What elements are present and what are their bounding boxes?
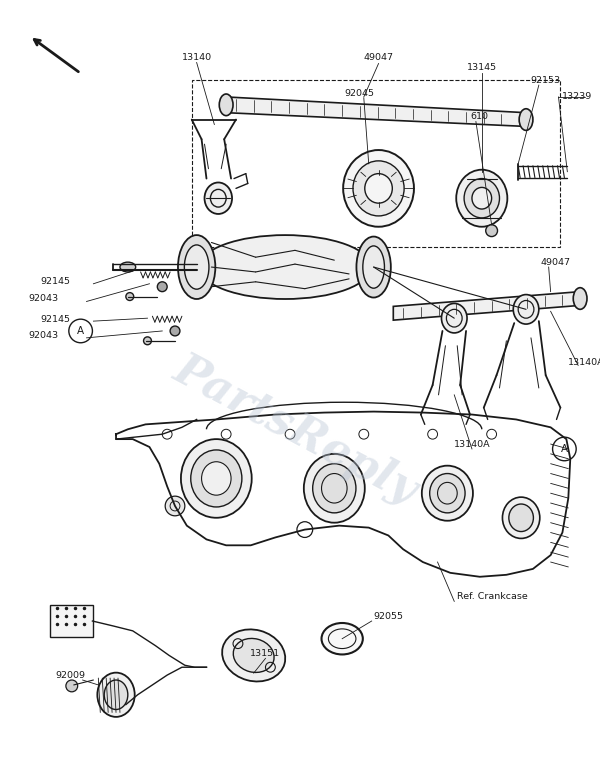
Ellipse shape [519,109,533,130]
Text: 49047: 49047 [364,53,394,62]
Text: A: A [561,444,568,454]
Ellipse shape [178,235,215,299]
Text: PartsReply: PartsReply [166,347,424,512]
Text: A: A [77,326,84,336]
Ellipse shape [181,439,252,518]
Ellipse shape [202,462,231,495]
Ellipse shape [573,288,587,309]
FancyBboxPatch shape [50,605,94,637]
Ellipse shape [219,94,233,115]
Text: 92009: 92009 [56,670,86,680]
Ellipse shape [353,161,404,216]
Ellipse shape [502,497,540,539]
Ellipse shape [322,623,363,654]
Ellipse shape [233,639,274,673]
Ellipse shape [304,454,365,522]
Polygon shape [394,291,580,320]
Circle shape [165,496,185,516]
Ellipse shape [430,474,465,513]
Ellipse shape [356,236,391,298]
Ellipse shape [472,188,491,209]
Ellipse shape [313,463,356,513]
Text: 92153: 92153 [530,76,561,84]
Ellipse shape [120,262,136,272]
Ellipse shape [104,680,128,710]
Ellipse shape [343,150,414,227]
Text: 92145: 92145 [41,277,71,286]
Circle shape [486,225,497,236]
Ellipse shape [456,170,508,227]
Ellipse shape [184,245,209,289]
Circle shape [66,680,77,692]
Ellipse shape [464,178,499,218]
Text: 92045: 92045 [344,88,374,98]
Text: 13239: 13239 [562,92,593,102]
Circle shape [126,293,134,301]
Ellipse shape [222,629,285,681]
Polygon shape [226,97,526,126]
Circle shape [170,326,180,336]
Circle shape [157,282,167,291]
Ellipse shape [442,304,467,333]
Text: 92043: 92043 [29,294,59,303]
Text: 13145: 13145 [467,63,497,72]
Text: 13140: 13140 [182,53,212,62]
Text: 13140A: 13140A [568,358,600,367]
Text: Ref. Crankcase: Ref. Crankcase [457,592,528,601]
Bar [192,81,560,247]
Text: 49047: 49047 [541,257,571,267]
Ellipse shape [205,182,232,214]
Text: 13140A: 13140A [454,439,490,449]
Text: 92043: 92043 [29,332,59,340]
Text: 92055: 92055 [373,611,403,621]
Ellipse shape [509,504,533,532]
Ellipse shape [97,673,135,717]
Text: 92145: 92145 [41,315,71,324]
Ellipse shape [422,466,473,521]
Ellipse shape [513,294,539,324]
Ellipse shape [365,174,392,203]
Text: 13151: 13151 [250,649,281,658]
Text: 610: 610 [471,112,489,121]
Ellipse shape [363,246,385,288]
Circle shape [143,337,151,345]
Ellipse shape [199,235,371,299]
Ellipse shape [191,450,242,507]
